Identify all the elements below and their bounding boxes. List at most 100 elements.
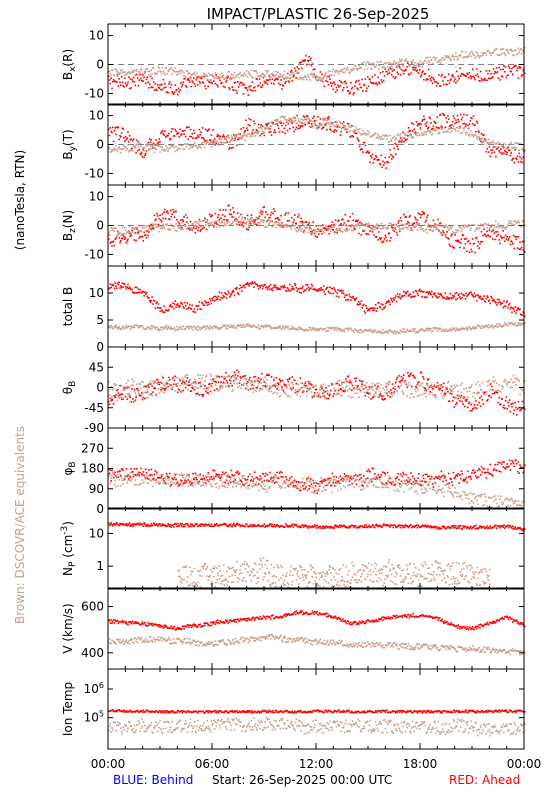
data-point: [505, 301, 508, 304]
data-point: [342, 329, 345, 331]
data-point: [278, 287, 281, 290]
data-point: [428, 228, 431, 231]
data-point: [364, 225, 367, 228]
data-point: [330, 224, 333, 226]
data-point: [355, 297, 358, 299]
data-point: [520, 75, 523, 78]
data-point: [229, 213, 231, 215]
data-point: [164, 311, 166, 313]
data-point: [332, 229, 334, 231]
data-point: [475, 400, 477, 402]
data-point: [470, 291, 472, 294]
data-point: [119, 81, 121, 84]
data-point: [275, 376, 278, 379]
data-point: [292, 72, 294, 74]
data-point: [166, 146, 169, 149]
data-point: [248, 285, 250, 287]
data-point: [216, 296, 218, 299]
data-point: [248, 71, 250, 73]
data-point: [355, 329, 358, 332]
data-point: [245, 74, 247, 77]
data-point: [168, 229, 171, 231]
data-point: [267, 287, 270, 289]
data-point: [225, 224, 227, 227]
data-point: [313, 232, 315, 234]
data-point: [235, 75, 237, 77]
data-point: [283, 226, 286, 228]
data-point: [269, 387, 271, 390]
data-point: [469, 327, 472, 330]
data-point: [512, 158, 515, 160]
data-point: [211, 221, 213, 223]
data-point: [379, 393, 382, 395]
data-point: [274, 123, 277, 125]
data-point: [360, 380, 363, 383]
data-point: [228, 221, 230, 223]
data-point: [226, 141, 229, 143]
data-point: [213, 296, 215, 298]
data-point: [132, 231, 134, 233]
data-point: [356, 68, 359, 71]
data-point: [318, 126, 320, 129]
data-point: [172, 92, 174, 94]
data-point: [427, 223, 430, 226]
data-point: [372, 307, 375, 309]
data-point: [491, 75, 494, 78]
data-point: [389, 148, 391, 151]
data-point: [228, 87, 230, 89]
data-point: [212, 299, 214, 301]
data-point: [502, 306, 504, 309]
data-point: [411, 328, 414, 330]
data-point: [388, 391, 391, 393]
data-point: [340, 388, 342, 391]
data-point: [301, 220, 303, 223]
data-point: [495, 220, 497, 223]
data-point: [239, 133, 242, 135]
data-point: [491, 299, 494, 302]
data-point: [225, 293, 227, 295]
data-point: [515, 146, 517, 149]
data-point: [278, 76, 281, 78]
data-point: [281, 386, 283, 388]
data-point: [422, 227, 424, 230]
data-point: [310, 123, 313, 125]
data-point: [388, 156, 391, 158]
data-point: [485, 224, 488, 226]
data-point: [185, 70, 188, 72]
data-point: [108, 381, 110, 383]
data-point: [124, 285, 127, 288]
data-point: [213, 141, 215, 143]
data-point: [195, 221, 197, 223]
data-point: [197, 229, 199, 232]
data-point: [415, 224, 418, 226]
data-point: [388, 141, 391, 143]
data-point: [520, 409, 522, 411]
data-point: [129, 396, 132, 399]
data-point: [301, 77, 303, 80]
data-point: [486, 50, 488, 52]
data-point: [287, 122, 290, 124]
data-point: [240, 137, 242, 140]
data-point: [486, 79, 488, 82]
data-point: [250, 283, 253, 285]
data-point: [274, 70, 277, 73]
data-point: [310, 57, 312, 60]
data-point: [330, 382, 333, 385]
data-point: [143, 295, 145, 297]
data-point: [112, 403, 115, 405]
data-point: [457, 328, 460, 330]
data-point: [236, 286, 238, 289]
data-point: [287, 80, 290, 82]
data-point: [179, 89, 181, 91]
data-point: [339, 134, 342, 136]
data-point: [144, 293, 147, 295]
data-point: [196, 222, 198, 225]
data-point: [265, 72, 268, 75]
data-point: [229, 75, 232, 77]
data-point: [487, 151, 490, 153]
data-point: [373, 331, 375, 333]
data-point: [213, 142, 215, 145]
data-point: [302, 59, 305, 62]
data-point: [253, 120, 255, 123]
data-point: [366, 307, 368, 309]
